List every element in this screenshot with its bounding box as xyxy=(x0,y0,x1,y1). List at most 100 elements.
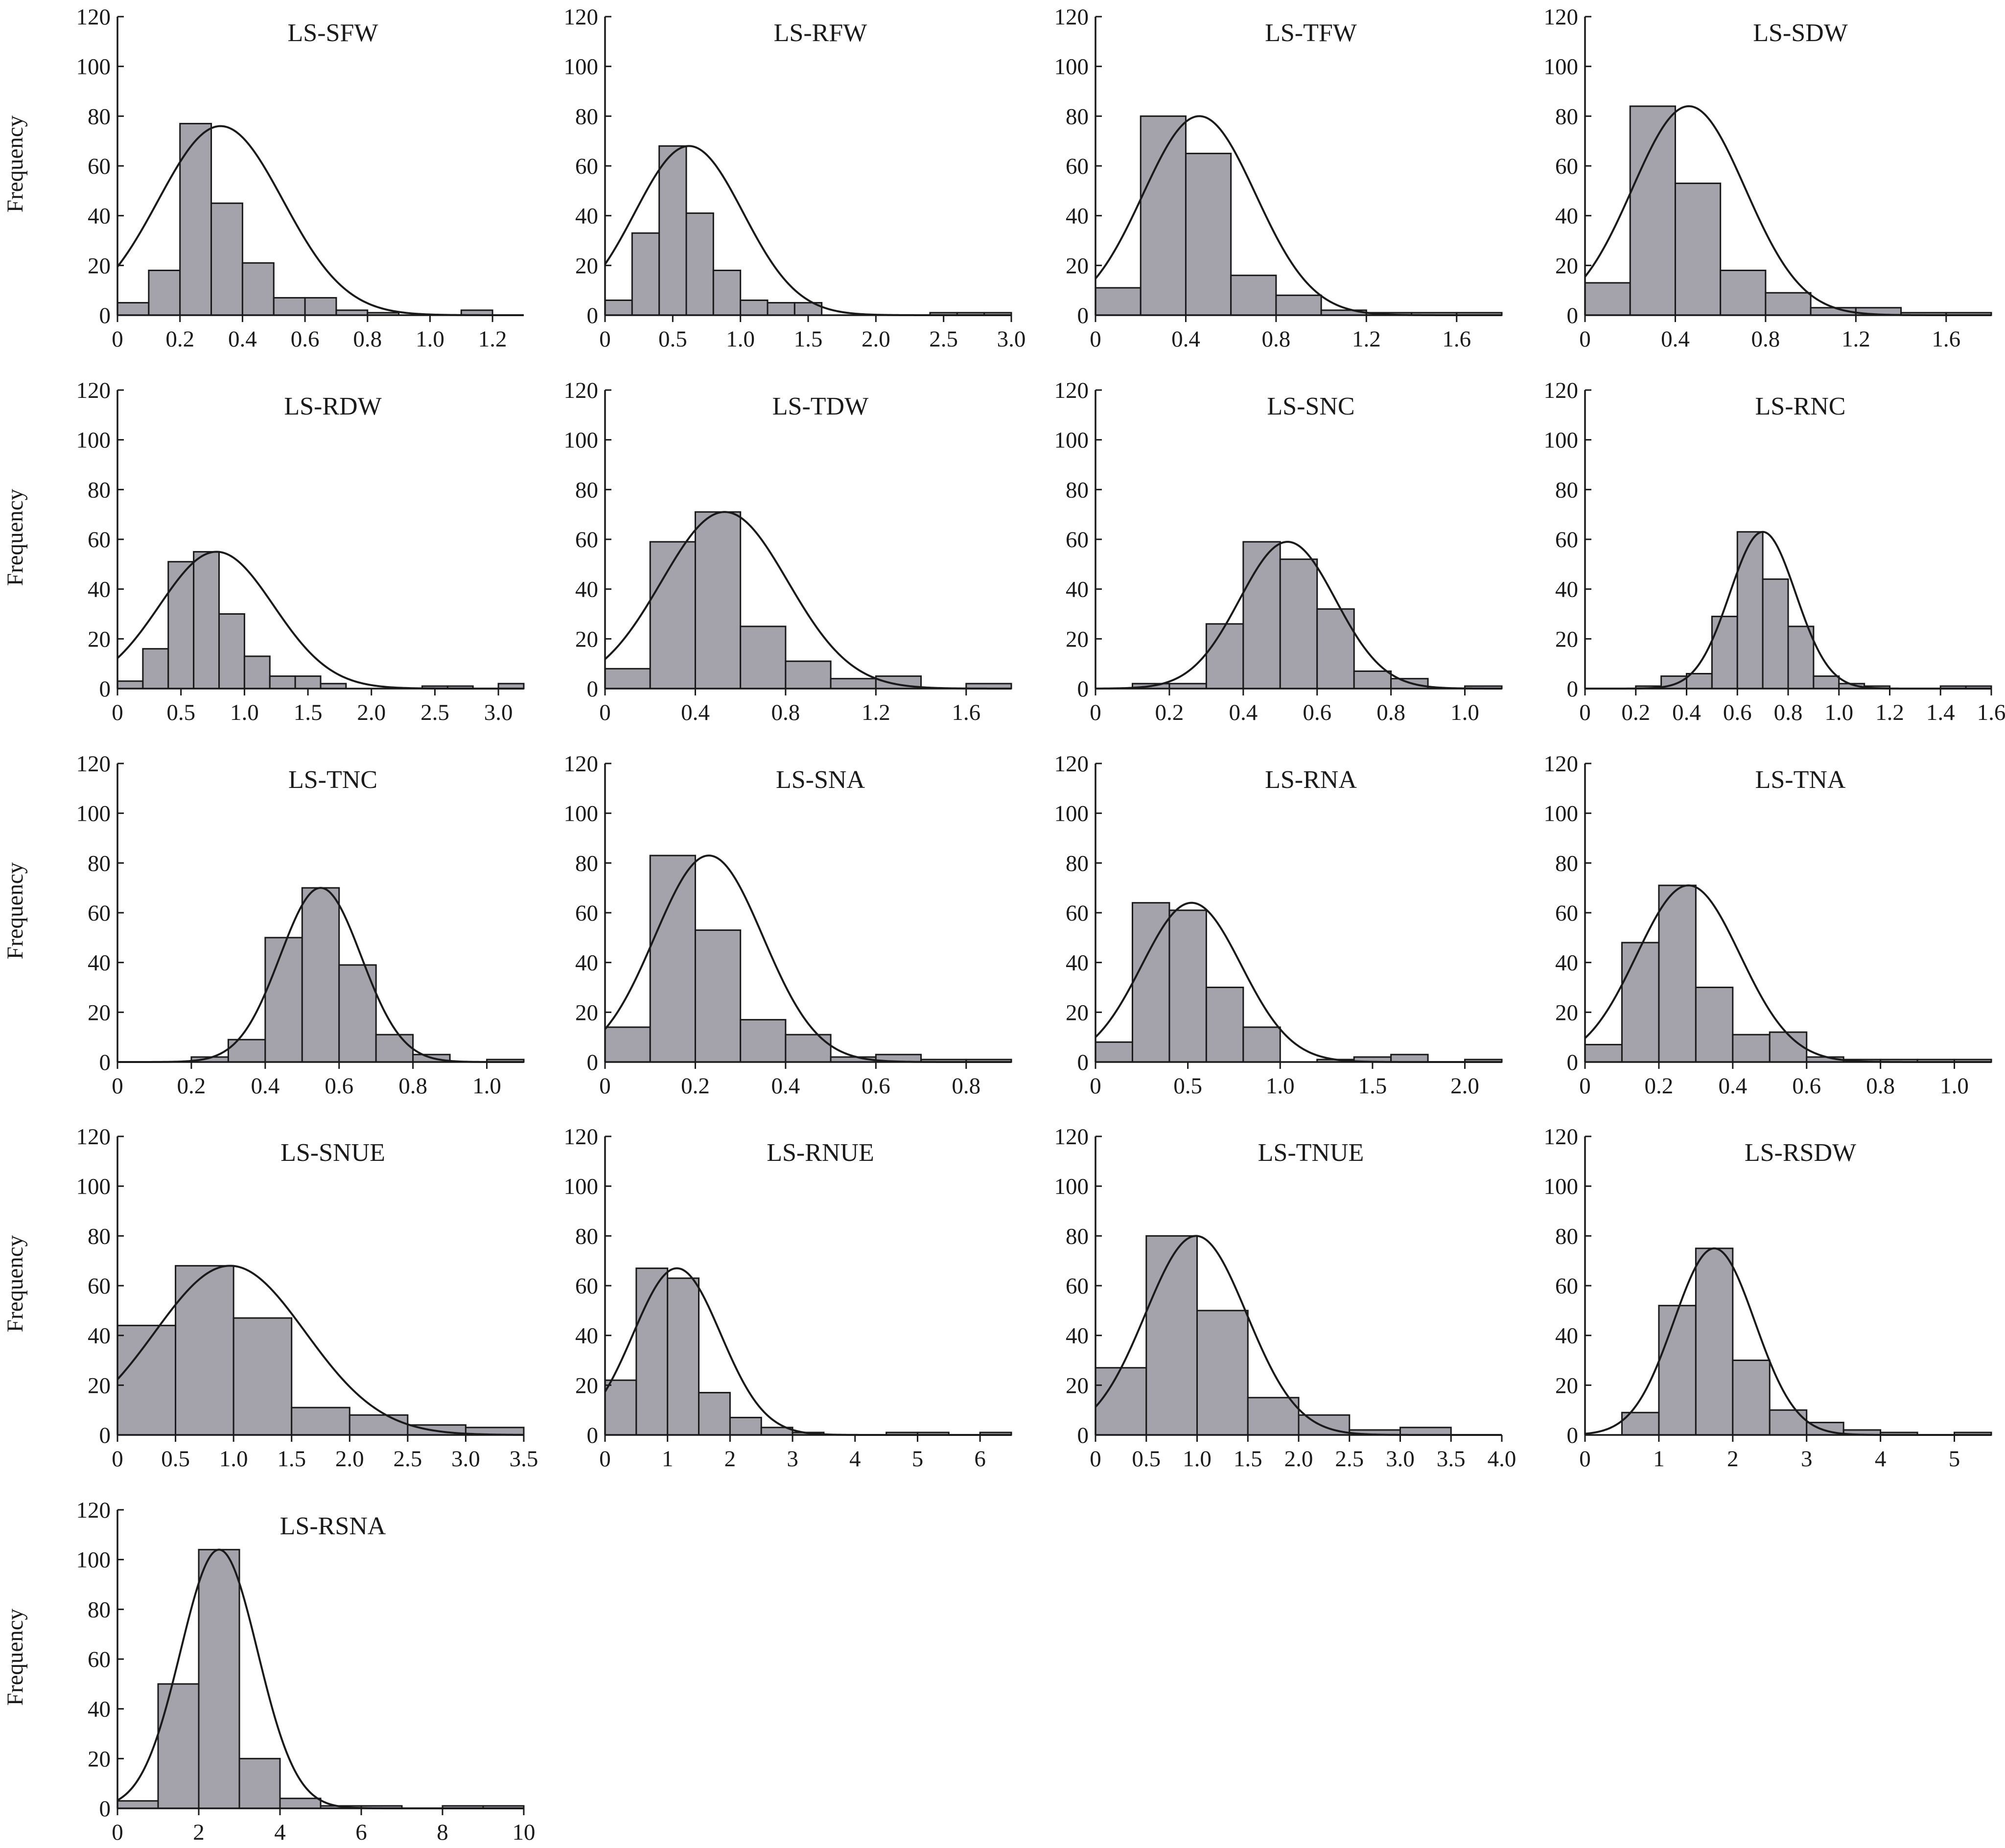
panel-ls-snue: 0 20 40 60 80 100 120 0 0.5 1.0 1.5 2.0 2.5 3.0 3.5 LS-… xyxy=(2,1124,538,1472)
y-tick-label: 100 xyxy=(1544,428,1579,453)
x-tick-label: 0.8 xyxy=(398,1073,427,1099)
y-tick-label: 60 xyxy=(88,1273,111,1299)
y-tick-label: 120 xyxy=(1544,1124,1579,1150)
y-tick-label: 80 xyxy=(88,851,111,876)
histogram-bar xyxy=(1762,578,1789,690)
y-tick-label: 0 xyxy=(1077,1050,1089,1075)
histogram-bar xyxy=(304,297,337,316)
x-tick-label: 2.0 xyxy=(1450,1073,1479,1099)
normal-curve xyxy=(1585,1247,1991,1436)
chart-title: LS-SDW xyxy=(1753,19,1848,47)
y-tick-label: 20 xyxy=(1555,253,1578,278)
histogram-bar xyxy=(604,300,633,316)
y-tick-label: 40 xyxy=(575,1323,598,1349)
x-tick-label: 0 xyxy=(112,326,123,352)
histogram-bar xyxy=(279,1798,322,1809)
histogram-bar xyxy=(1095,287,1142,316)
chart-title: LS-TNA xyxy=(1755,766,1846,794)
y-tick-label: 100 xyxy=(564,801,599,827)
y-tick-label: 20 xyxy=(88,1746,111,1772)
chart-title: LS-RDW xyxy=(284,393,381,420)
x-tick-label: 2.0 xyxy=(335,1446,364,1472)
y-tick-label: 40 xyxy=(1066,204,1089,229)
histogram-bar xyxy=(1168,909,1207,1063)
panel-ls-rsdw: 0 20 40 60 80 100 120 0 1 2 3 4 5 LS-RSDW xyxy=(1544,1124,1992,1472)
x-tick-label: 0.6 xyxy=(1792,1073,1821,1099)
y-tick-label: 40 xyxy=(575,204,598,229)
x-tick-label: 0.8 xyxy=(771,700,800,725)
x-tick-label: 0.8 xyxy=(1751,326,1780,352)
histogram-bar xyxy=(785,1034,832,1063)
y-tick-label: 20 xyxy=(1066,1000,1089,1025)
x-tick-label: 1 xyxy=(662,1446,674,1472)
panel-ls-tfw: 0 20 40 60 80 100 120 0 0.4 0.8 1.2 1.6 LS-TFW xyxy=(1054,4,1503,352)
histogram-bar xyxy=(1720,270,1767,316)
x-tick-label: 0 xyxy=(1090,700,1101,725)
panel-ls-tnc: 0 20 40 60 80 100 120 0 0.2 0.4 0.6 0.8 1.0 LS-TNC Fre… xyxy=(2,751,525,1099)
y-tick-label: 100 xyxy=(564,428,599,453)
y-axis-title: Frequency xyxy=(2,1608,28,1706)
x-tick-label: 0.8 xyxy=(1262,326,1291,352)
y-tick-label: 120 xyxy=(76,378,111,403)
histogram-bar xyxy=(1242,1026,1281,1063)
y-tick-label: 60 xyxy=(575,1273,598,1299)
x-tick-label: 0.8 xyxy=(1376,700,1405,725)
y-tick-label: 80 xyxy=(575,1224,598,1249)
histogram-bar xyxy=(1353,670,1392,690)
y-tick-label: 100 xyxy=(76,801,111,827)
x-tick-label: 1.6 xyxy=(952,700,980,725)
y-tick-label: 20 xyxy=(88,1373,111,1398)
y-tick-label: 20 xyxy=(1066,1373,1089,1398)
y-tick-label: 0 xyxy=(587,676,599,702)
x-tick-label: 1.2 xyxy=(1875,700,1904,725)
y-tick-label: 40 xyxy=(1555,1323,1578,1349)
x-tick-label: 2.5 xyxy=(929,326,958,352)
x-tick-label: 0.2 xyxy=(1621,700,1650,725)
histogram-bar xyxy=(1769,1031,1808,1063)
y-tick-label: 80 xyxy=(1066,851,1089,876)
y-tick-label: 0 xyxy=(99,303,111,328)
x-tick-label: 1.0 xyxy=(1940,1073,1969,1099)
y-tick-label: 120 xyxy=(564,751,599,777)
x-tick-label: 5 xyxy=(912,1446,924,1472)
histogram-bar xyxy=(1736,531,1764,690)
y-tick-label: 20 xyxy=(1066,253,1089,278)
y-tick-label: 60 xyxy=(88,527,111,553)
x-tick-label: 0.6 xyxy=(862,1073,890,1099)
x-tick-label: 1.0 xyxy=(230,700,259,725)
x-tick-label: 1.2 xyxy=(1842,326,1870,352)
panel-ls-rsna: 0 20 40 60 80 100 120 0 2 4 6 8 10 LS-RSNA Frequency xyxy=(2,1498,536,1845)
x-tick-label: 1.0 xyxy=(1183,1446,1212,1472)
panel-ls-tna: 0 20 40 60 80 100 120 0 0.2 0.4 0.6 0.8 1.0 LS-TNA xyxy=(1544,751,1992,1099)
histogram-bar xyxy=(1711,616,1738,690)
histogram-bar xyxy=(1658,884,1697,1063)
x-tick-label: 2.0 xyxy=(1284,1446,1313,1472)
y-tick-label: 60 xyxy=(575,154,598,179)
x-tick-label: 0 xyxy=(1090,1073,1101,1099)
y-tick-label: 60 xyxy=(1066,901,1089,926)
histogram-bar xyxy=(604,1026,651,1063)
x-tick-label: 0.8 xyxy=(353,326,382,352)
y-tick-label: 0 xyxy=(1567,676,1579,702)
chart-title: LS-RNA xyxy=(1265,766,1357,794)
y-tick-label: 120 xyxy=(76,1498,111,1523)
y-tick-label: 120 xyxy=(76,1124,111,1150)
panel-ls-tnue: 0 20 40 60 80 100 120 0 0.5 1.0 1.5 2.0 2.5 3.0 3.5 4.0… xyxy=(1054,1124,1516,1472)
y-tick-label: 0 xyxy=(1567,1050,1579,1075)
histogram-bar xyxy=(667,1277,700,1436)
y-tick-label: 80 xyxy=(1066,477,1089,503)
y-tick-label: 120 xyxy=(564,1124,599,1150)
y-tick-label: 60 xyxy=(88,154,111,179)
histogram-bar xyxy=(142,648,169,690)
x-tick-label: 3 xyxy=(787,1446,798,1472)
x-tick-label: 0.4 xyxy=(1661,326,1690,352)
y-tick-label: 60 xyxy=(1555,527,1578,553)
histogram-bar xyxy=(694,929,742,1063)
y-tick-label: 120 xyxy=(1054,1124,1089,1150)
x-tick-label: 0.5 xyxy=(1132,1446,1161,1472)
x-tick-label: 1.2 xyxy=(862,700,890,725)
y-tick-label: 80 xyxy=(88,477,111,503)
y-tick-label: 40 xyxy=(1066,577,1089,602)
y-tick-label: 60 xyxy=(1066,1273,1089,1299)
histogram-bar xyxy=(148,270,181,316)
